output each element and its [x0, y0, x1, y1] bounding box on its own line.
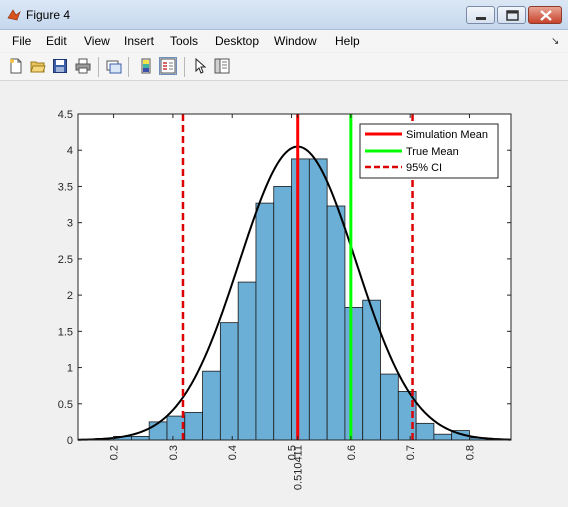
- maximize-button[interactable]: [497, 6, 526, 24]
- histogram-bar-7: [219, 322, 239, 441]
- y-tick-label: 4.5: [58, 109, 73, 121]
- legend[interactable]: Simulation Mean True Mean 95% CI: [359, 123, 499, 179]
- menu-tools[interactable]: Tools: [170, 34, 199, 48]
- y-tick-label: 4: [67, 145, 73, 157]
- y-tick-label: 2: [67, 290, 73, 302]
- x-tick-label: 0.6: [346, 445, 358, 460]
- toolbar-separator: [128, 57, 129, 77]
- normal-fit-curve: [77, 145, 512, 441]
- histogram-bar-5: [184, 412, 203, 441]
- minimize-button[interactable]: [466, 6, 495, 24]
- open-file-icon[interactable]: [30, 58, 46, 74]
- menu-edit[interactable]: Edit: [46, 34, 67, 48]
- close-button[interactable]: [528, 6, 562, 24]
- legend-label-simulation-mean: Simulation Mean: [406, 129, 488, 141]
- y-tick-label: 0: [67, 435, 73, 447]
- dock-arrow-icon[interactable]: ↘: [551, 36, 560, 47]
- save-icon[interactable]: [52, 58, 68, 74]
- menu-bar: File Edit View Insert Tools Desktop Wind…: [0, 30, 568, 52]
- legend-label-95-ci: 95% CI: [406, 162, 442, 174]
- title-bar: Figure 4: [0, 0, 568, 30]
- matlab-icon: [7, 9, 21, 21]
- legend-icon[interactable]: [159, 57, 177, 75]
- maximize-icon: [506, 10, 519, 21]
- y-tick-label: 3.5: [58, 181, 73, 193]
- new-figure-icon[interactable]: [8, 58, 24, 74]
- pointer-icon[interactable]: [192, 58, 208, 74]
- toolbar: [0, 53, 568, 81]
- histogram-bar-3: [148, 421, 168, 441]
- axes-box: [77, 113, 512, 441]
- menu-desktop[interactable]: Desktop: [215, 34, 260, 48]
- y-tick-label: 1.5: [58, 326, 73, 338]
- histogram-bar-12: [308, 158, 328, 441]
- menu-help[interactable]: Help: [335, 34, 360, 48]
- y-tick-label: 0.5: [58, 399, 73, 411]
- y-tick-label: 3: [67, 218, 73, 230]
- histogram-bar-11: [291, 158, 310, 441]
- link-plot-icon[interactable]: [106, 58, 122, 74]
- menu-view[interactable]: View: [84, 34, 110, 48]
- window-title: Figure 4: [26, 8, 71, 22]
- toolbar-separator: [184, 57, 185, 77]
- histogram-bar-14: [344, 307, 364, 441]
- histogram-bar-9: [255, 202, 275, 441]
- histogram-bar-10: [273, 186, 292, 441]
- legend-label-true-mean: True Mean: [406, 146, 459, 158]
- toolbar-separator: [98, 57, 99, 77]
- colorbar-icon[interactable]: [138, 58, 154, 74]
- x-tick-label: 0.7: [405, 445, 417, 460]
- menu-file[interactable]: File: [12, 34, 32, 48]
- histogram-bar-13: [326, 205, 346, 441]
- x-tick-label: 0.2: [109, 445, 121, 460]
- histogram-bar-18: [415, 422, 435, 441]
- x-tick-label: 0.8: [464, 445, 476, 460]
- histogram-bar-15: [362, 299, 381, 441]
- property-editor-icon[interactable]: [214, 58, 230, 74]
- histogram-bar-8: [237, 281, 257, 441]
- histogram-bar-16: [380, 373, 399, 441]
- histogram-bar-2: [130, 435, 150, 441]
- print-icon[interactable]: [75, 58, 91, 74]
- histogram-bar-19: [433, 433, 453, 441]
- menu-insert[interactable]: Insert: [124, 34, 155, 48]
- x-tick-label: 0.4: [227, 445, 239, 460]
- histogram-bar-6: [202, 370, 221, 441]
- minimize-icon: [476, 17, 486, 20]
- x-tick-label: 0.5: [287, 445, 299, 460]
- menu-window[interactable]: Window: [274, 34, 317, 48]
- x-tick-label: 0.510411: [293, 445, 305, 490]
- y-tick-label: 2.5: [58, 254, 73, 266]
- y-tick-label: 1: [67, 363, 73, 375]
- close-icon: [540, 10, 552, 21]
- x-tick-label: 0.3: [168, 445, 180, 460]
